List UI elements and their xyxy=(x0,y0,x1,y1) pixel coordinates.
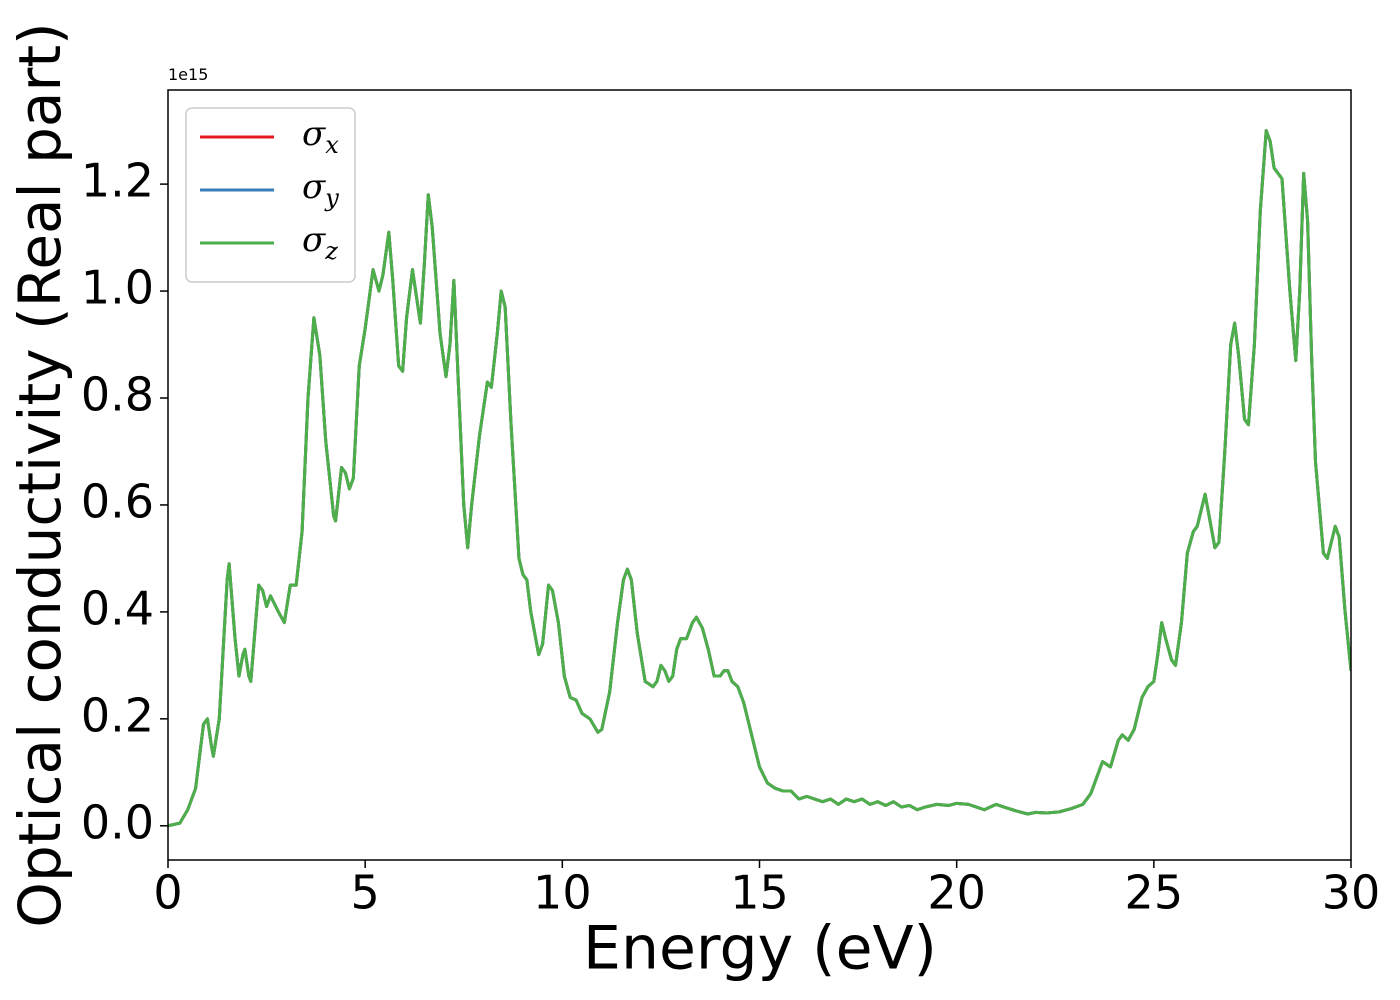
x-tick-label: 30 xyxy=(1322,866,1381,920)
y-tick-label: 0.4 xyxy=(81,581,154,635)
x-tick-label: 5 xyxy=(351,866,380,920)
y-tick-label: 1.2 xyxy=(81,154,154,208)
x-tick-label: 15 xyxy=(730,866,789,920)
y-tick-label: 0.8 xyxy=(81,368,154,422)
y-offset-label: 1e15 xyxy=(168,65,208,84)
x-axis-label: Energy (eV) xyxy=(583,914,937,984)
x-tick-label: 10 xyxy=(533,866,592,920)
x-tick-label: 0 xyxy=(153,866,182,920)
plot-frame xyxy=(167,89,1352,861)
x-tick-label: 20 xyxy=(927,866,986,920)
legend-label: σx xyxy=(302,114,339,159)
y-axis-label: Optical conductivity (Real part) xyxy=(6,22,74,927)
legend-box xyxy=(185,107,356,283)
series-line xyxy=(168,129,1351,828)
y-tick-label: 1.0 xyxy=(81,261,154,315)
x-tick-label: 25 xyxy=(1125,866,1184,920)
y-tick-label: 0.2 xyxy=(81,688,154,742)
y-tick-label: 0.0 xyxy=(81,795,154,849)
y-tick-label: 0.6 xyxy=(81,474,154,528)
legend-label: σz xyxy=(302,220,338,265)
legend-label: σy xyxy=(302,167,339,212)
